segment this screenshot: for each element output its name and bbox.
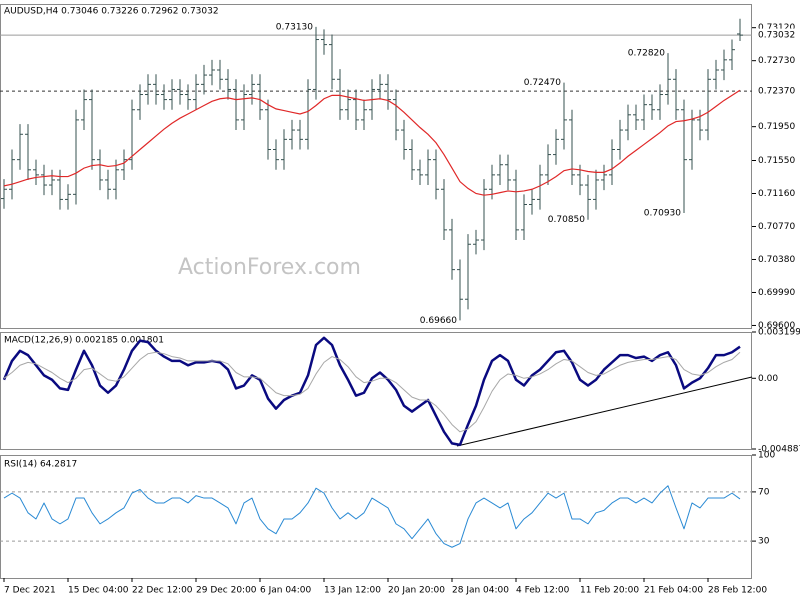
rsi-panel — [0, 455, 752, 579]
annotation-label: 0.72470 — [524, 78, 561, 88]
price-title: AUDUSD,H4 0.73046 0.73226 0.72962 0.7303… — [4, 7, 219, 17]
x-tick-label: 28 Feb 12:00 — [708, 586, 767, 596]
y-tick-label: 0.72730 — [758, 56, 795, 66]
x-tick-label: 29 Dec 20:00 — [196, 586, 257, 596]
annotation-box — [545, 213, 587, 227]
y-tick-label: 0.69990 — [758, 288, 795, 298]
x-tick-label: 6 Jan 04:00 — [260, 586, 312, 596]
current-price-box — [756, 28, 798, 42]
macd-title: MACD(12,26,9) 0.002185 0.001801 — [4, 336, 164, 346]
y-tick-label: 0.003199 — [758, 328, 800, 338]
x-tick-label: 7 Dec 2021 — [4, 586, 56, 596]
current-price-label: 0.73032 — [758, 31, 795, 41]
annotation-label: 0.72820 — [628, 49, 665, 59]
level-box — [756, 84, 798, 98]
y-tick-label: 70 — [758, 487, 770, 497]
y-tick-label: 0.00 — [758, 374, 778, 384]
macd-panel — [0, 332, 752, 450]
x-tick-label: 20 Jan 20:00 — [388, 586, 445, 596]
annotation-box — [625, 46, 667, 60]
annotation-label: 0.70850 — [548, 215, 585, 225]
series-line — [3, 485, 741, 548]
annotation-label: 0.70930 — [644, 208, 681, 218]
x-tick-label: 22 Dec 12:00 — [132, 586, 193, 596]
annotation-label: 0.69660 — [420, 316, 457, 326]
moving-average — [3, 89, 741, 196]
y-tick-label: 30 — [758, 537, 770, 547]
series-line — [3, 351, 741, 433]
x-tick-label: 28 Jan 04:00 — [452, 586, 509, 596]
x-tick-label: 4 Feb 12:00 — [516, 586, 570, 596]
x-tick-label: 21 Feb 04:00 — [644, 586, 703, 596]
annotation-box — [273, 20, 315, 34]
x-tick-label: 13 Jan 12:00 — [324, 586, 381, 596]
y-tick-label: 0.69600 — [758, 321, 795, 331]
y-tick-label: 0.73120 — [758, 23, 795, 33]
y-tick-label: 100 — [758, 451, 775, 461]
watermark: ActionForex.com — [178, 255, 361, 280]
y-tick-label: 0.70380 — [758, 255, 795, 265]
y-tick-label: -0.004887 — [758, 445, 800, 455]
y-tick-label: 0.71160 — [758, 189, 795, 199]
annotation-box — [521, 76, 563, 90]
series-line — [2, 336, 741, 447]
level-label: 0.72370 — [758, 87, 795, 97]
x-tick-label: 11 Feb 20:00 — [580, 586, 639, 596]
rsi-title: RSI(14) 64.2817 — [4, 460, 77, 470]
y-tick-label: 0.71950 — [758, 122, 795, 132]
annotation-label: 0.73130 — [276, 22, 313, 32]
trend-line — [456, 376, 753, 447]
annotation-box — [641, 206, 683, 220]
annotation-box — [417, 313, 459, 327]
y-tick-label: 0.71550 — [758, 156, 795, 166]
x-tick-label: 15 Dec 04:00 — [68, 586, 129, 596]
y-tick-label: 0.70770 — [758, 222, 795, 232]
